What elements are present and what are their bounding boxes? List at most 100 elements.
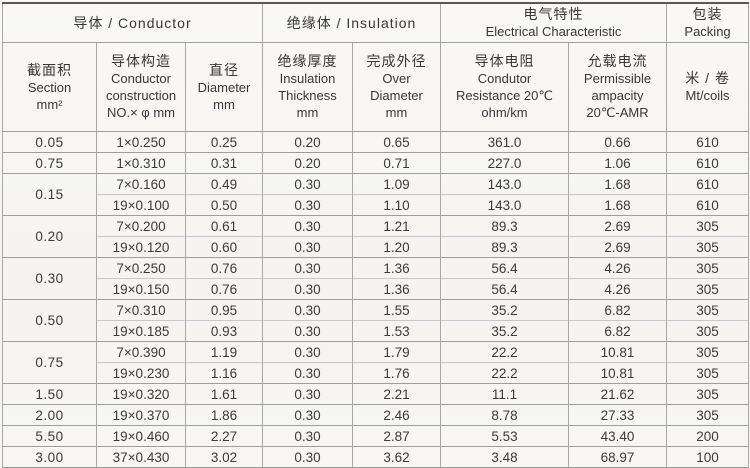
cell: 305 [666, 404, 750, 426]
header-col-line: 直径 [209, 61, 239, 78]
header-group-line: Electrical Characteristic [485, 24, 622, 39]
header-col-cell-4: 完成外径 Over Diameter mm [351, 42, 442, 132]
header-col-line: mm [385, 105, 408, 120]
table-row: 0.20 7×0.200 0.61 0.30 1.21 89.3 2.69 305 [2, 215, 750, 258]
cell: 35.2 [440, 299, 570, 321]
table-row: 19×0.230 1.16 0.30 1.76 22.2 10.81 305 [3, 362, 750, 384]
header-col-line: Section [27, 79, 72, 95]
cell: 4.26 [568, 257, 668, 279]
cell: 22.2 [440, 362, 570, 384]
cell: 19×0.120 [96, 236, 186, 258]
table-row: 0.75 7×0.390 1.19 0.30 1.79 22.2 10.81 305 [2, 341, 750, 384]
cell: 305 [666, 236, 750, 258]
cell: 1.21 [351, 215, 442, 237]
header-col-line: mm² [36, 96, 63, 112]
cell: 0.95 [185, 299, 263, 321]
cell: 143.0 [440, 173, 570, 195]
header-group-line: 电气特性 [523, 6, 584, 22]
cell: 0.30 [262, 257, 353, 279]
header-col-cell-5: 导体电阻 Condutor Resistance 20℃ ohm/km [440, 42, 570, 132]
cell: 0.60 [185, 236, 263, 258]
cell: 305 [666, 341, 750, 363]
table-body: 0.05 1×0.250 0.25 0.20 0.65 361.0 0.66 610 0.75 1… [2, 131, 750, 468]
cell: 2.87 [351, 425, 442, 447]
header-column-row: 截面积 Section mm² 导体构造 Conductor construction NO… [2, 42, 750, 132]
header-col-line: Conductor [111, 71, 171, 86]
cell: 0.30 [262, 299, 353, 321]
cell: 19×0.230 [96, 362, 186, 384]
cell: 7×0.390 [96, 341, 186, 363]
header-col-line: 允载电流 [587, 53, 648, 69]
cell: 0.25 [185, 131, 263, 153]
header-col-line: 绝缘厚度 [277, 53, 338, 69]
header-col-line: Mt/coils [685, 88, 730, 103]
header-col-line: Diameter [197, 79, 251, 95]
header-col-line: Condutor [477, 71, 532, 86]
cell: 1.06 [568, 152, 668, 174]
cell: 0.30 [262, 320, 353, 342]
cell: 0.50 [185, 194, 263, 216]
cell: 19×0.150 [96, 278, 186, 300]
table-row: 3.00 37×0.430 3.02 0.30 3.62 3.48 68.97 100 [2, 446, 750, 468]
section-cell: 0.75 [2, 341, 97, 384]
cell: 4.26 [568, 278, 668, 300]
cell: 3.48 [440, 446, 570, 468]
cell: 143.0 [440, 194, 570, 216]
cell: 610 [666, 131, 750, 153]
header-col-cell-0: 截面积 Section mm² [2, 42, 97, 132]
header-col-cell-2: 直径 Diameter mm [185, 42, 263, 132]
header-col-line: Insulation [279, 71, 336, 86]
header-col-line: Permissible [583, 71, 652, 86]
header-group-line: 导体 / Conductor [73, 14, 192, 31]
section-cell: 0.15 [2, 173, 97, 216]
section-cell: 0.05 [2, 131, 97, 153]
header-col-line: 20℃-AMR [586, 105, 649, 120]
table-row: 19×0.185 0.93 0.30 1.53 35.2 6.82 305 [3, 320, 750, 342]
cell: 200 [666, 425, 750, 447]
header-group-cell-2: 电气特性 Electrical Characteristic [440, 3, 668, 43]
cell: 2.69 [568, 215, 668, 237]
cell: 0.30 [262, 215, 353, 237]
cell: 0.71 [351, 152, 442, 174]
header-group-line: 绝缘体 / Insulation [286, 14, 417, 31]
table-header: 导体 / Conductor 绝缘体 / Insulation 电气特性 Electr… [2, 3, 750, 132]
header-col-line: NO.× φ mm [106, 105, 175, 120]
cell: 0.30 [262, 194, 353, 216]
cell: 56.4 [440, 257, 570, 279]
header-col-line: construction [105, 88, 177, 103]
cell: 305 [666, 299, 750, 321]
header-col-line: mm [213, 96, 235, 112]
header-col-line: ohm/km [481, 105, 528, 120]
cell: 1.61 [185, 383, 263, 405]
cell: 0.30 [262, 341, 353, 363]
cell: 1×0.310 [96, 152, 186, 174]
header-col-line: 截面积 [27, 61, 72, 78]
header-col-line: 导体构造 [111, 53, 171, 69]
header-col-cell-1: 导体构造 Conductor construction NO.× φ mm [96, 42, 186, 132]
cell: 6.82 [568, 299, 668, 321]
cell: 0.76 [185, 257, 263, 279]
cell: 0.30 [262, 362, 353, 384]
cell: 0.30 [262, 404, 353, 426]
cell: 27.33 [568, 404, 668, 426]
cell: 10.81 [568, 341, 668, 363]
cell: 7×0.310 [96, 299, 186, 321]
cell: 68.97 [568, 446, 668, 468]
cell: 19×0.460 [96, 425, 186, 447]
cell: 56.4 [440, 278, 570, 300]
cell: 305 [666, 215, 750, 237]
cell: 0.49 [185, 173, 263, 195]
cell: 0.30 [262, 446, 353, 468]
cell: 2.69 [568, 236, 668, 258]
cell: 0.20 [262, 152, 353, 174]
cell: 21.62 [568, 383, 668, 405]
table-row: 5.50 19×0.460 2.27 0.30 2.87 5.53 43.40 200 [2, 425, 750, 447]
cell: 305 [666, 278, 750, 300]
cell: 1.09 [351, 173, 442, 195]
header-col-line: Over [382, 71, 411, 86]
cell: 0.31 [185, 152, 263, 174]
cell: 1.79 [351, 341, 442, 363]
cell: 1.16 [185, 362, 263, 384]
cell: 7×0.250 [96, 257, 186, 279]
